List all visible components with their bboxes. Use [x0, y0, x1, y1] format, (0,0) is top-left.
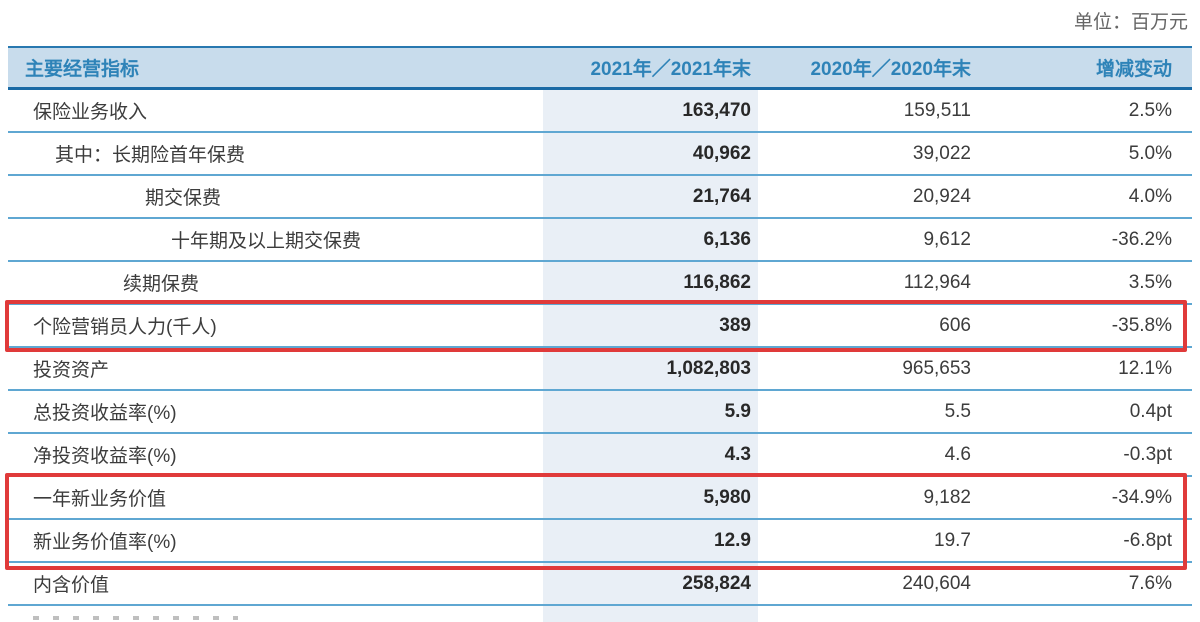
- value-2020: 112,964: [903, 271, 971, 293]
- clipped-change-cell: [973, 606, 1192, 622]
- value-2020: 159,511: [903, 99, 971, 121]
- value-2021: 21,764: [543, 176, 758, 217]
- indicator-label: 内含价值: [33, 575, 110, 596]
- value-2020: 606: [939, 314, 971, 336]
- change-value: -35.8%: [1111, 314, 1172, 336]
- change-value: -36.2%: [1111, 228, 1172, 250]
- value-2020: 965,653: [902, 357, 971, 379]
- change-value: 7.6%: [1128, 572, 1172, 594]
- table-row: 其中：长期险首年保费 40,962 39,022 5.0%: [8, 133, 1192, 176]
- change-value: 2.5%: [1128, 99, 1172, 121]
- change-value: -0.3pt: [1123, 443, 1172, 465]
- table-body: 保险业务收入 163,470 159,511 2.5% 其中：长期险首年保费 40,962…: [8, 90, 1192, 606]
- value-2021: 116,862: [543, 262, 758, 303]
- column-header-change: 增减变动: [1095, 59, 1172, 80]
- indicator-label: 期交保费: [145, 188, 222, 209]
- indicator-label: 十年期及以上期交保费: [171, 231, 362, 252]
- clipped-2021-band: [543, 606, 758, 622]
- table-row: 投资资产 1,082,803 965,653 12.1%: [8, 348, 1192, 391]
- change-value: -6.8pt: [1123, 529, 1172, 551]
- change-value: 4.0%: [1128, 185, 1172, 207]
- table-row: 续期保费 116,862 112,964 3.5%: [8, 262, 1192, 305]
- change-value: 5.0%: [1128, 142, 1172, 164]
- value-2020: 9,182: [923, 486, 971, 508]
- value-2021: 4.3: [543, 434, 758, 475]
- value-2020: 20,924: [912, 185, 971, 207]
- table-row: 期交保费 21,764 20,924 4.0%: [8, 176, 1192, 219]
- clipped-bottom-row: [8, 606, 1192, 622]
- value-2021: 5,980: [543, 477, 758, 518]
- change-value: 0.4pt: [1129, 400, 1172, 422]
- indicator-label: 一年新业务价值: [33, 489, 167, 510]
- value-2020: 240,604: [902, 572, 971, 594]
- table-row: 一年新业务价值 5,980 9,182 -34.9%: [8, 477, 1192, 520]
- indicator-label: 保险业务收入: [33, 102, 148, 123]
- value-2020: 5.5: [944, 400, 971, 422]
- value-2021: 6,136: [543, 219, 758, 260]
- table-row: 十年期及以上期交保费 6,136 9,612 -36.2%: [8, 219, 1192, 262]
- value-2020: 9,612: [923, 228, 971, 250]
- value-2020: 4.6: [944, 443, 971, 465]
- value-2021: 40,962: [543, 133, 758, 174]
- clipped-2020-cell: [758, 606, 973, 622]
- table-row: 保险业务收入 163,470 159,511 2.5%: [8, 90, 1192, 133]
- indicator-label: 新业务价值率(%): [33, 532, 177, 553]
- indicator-label: 投资资产: [33, 360, 110, 381]
- value-2021: 12.9: [543, 520, 758, 561]
- indicator-label: 净投资收益率(%): [33, 446, 177, 467]
- table-row: 净投资收益率(%) 4.3 4.6 -0.3pt: [8, 434, 1192, 477]
- column-header-2020: 2020年／2020年末: [810, 59, 971, 80]
- kpi-table: 主要经营指标 2021年／2021年末 2020年／2020年末 增减变动 保险…: [8, 46, 1192, 622]
- indicator-label: 其中：长期险首年保费: [55, 145, 246, 166]
- column-header-indicator: 主要经营指标: [25, 59, 140, 80]
- change-value: 12.1%: [1118, 357, 1172, 379]
- value-2021: 163,470: [543, 90, 758, 131]
- value-2020: 39,022: [912, 142, 971, 164]
- table-row: 新业务价值率(%) 12.9 19.7 -6.8pt: [8, 520, 1192, 563]
- change-value: -34.9%: [1111, 486, 1172, 508]
- clipped-text-fragments: [33, 616, 238, 620]
- table-header-row: 主要经营指标 2021年／2021年末 2020年／2020年末 增减变动: [8, 46, 1192, 90]
- indicator-label: 续期保费: [123, 274, 200, 295]
- value-2020: 19.7: [934, 529, 971, 551]
- value-2021: 1,082,803: [543, 348, 758, 389]
- indicator-label: 个险营销员人力(千人): [33, 317, 217, 338]
- unit-label: 单位：百万元: [1073, 12, 1188, 33]
- value-2021: 258,824: [543, 563, 758, 604]
- table-row: 内含价值 258,824 240,604 7.6%: [8, 563, 1192, 606]
- value-2021: 5.9: [543, 391, 758, 432]
- column-header-2021: 2021年／2021年末: [590, 59, 751, 80]
- change-value: 3.5%: [1128, 271, 1172, 293]
- table-row: 个险营销员人力(千人) 389 606 -35.8%: [8, 305, 1192, 348]
- table-row: 总投资收益率(%) 5.9 5.5 0.4pt: [8, 391, 1192, 434]
- indicator-label: 总投资收益率(%): [33, 403, 177, 424]
- value-2021: 389: [543, 305, 758, 346]
